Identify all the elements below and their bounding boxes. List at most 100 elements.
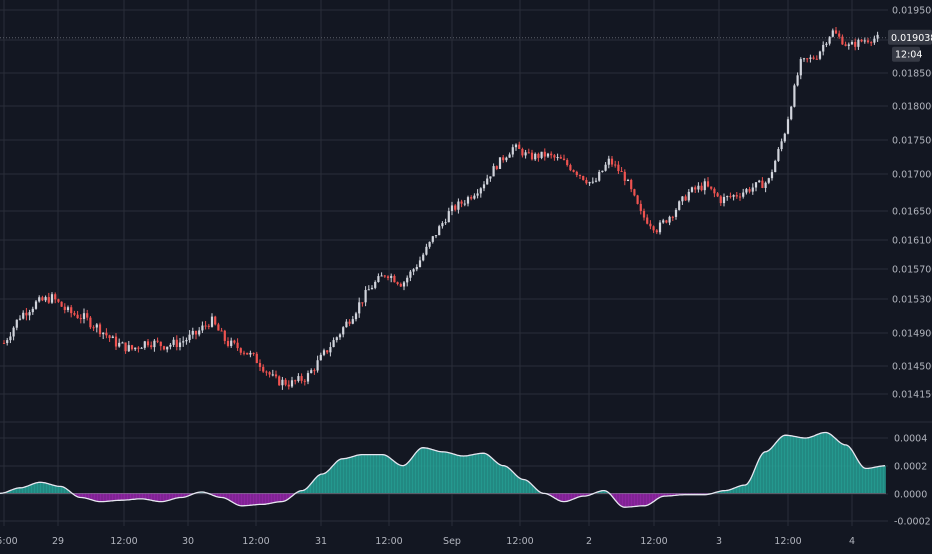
candle-body [377, 276, 380, 282]
candle-body [658, 222, 662, 233]
candle-body [460, 201, 463, 204]
candle-body [348, 321, 351, 324]
candle-body [239, 348, 242, 353]
candle-body [422, 254, 425, 261]
candle-body [617, 164, 620, 172]
candle-body [41, 297, 44, 301]
price-labels: 0.01903851 12:04 [0, 29, 932, 62]
candle-body [444, 222, 447, 224]
candle-body [825, 43, 828, 45]
candle-body [566, 160, 569, 166]
candle-body [361, 302, 364, 304]
oscillator-pane [0, 431, 886, 508]
candle-body [57, 299, 60, 302]
candle-body [514, 144, 518, 148]
candle-body [300, 376, 303, 381]
candle-body [559, 157, 562, 159]
candle-body [681, 196, 684, 202]
x-tick-label: 15:00 [0, 536, 18, 547]
candle-body [447, 211, 450, 223]
candle-body [188, 334, 191, 341]
price-tick-label: 0.01850000 [892, 69, 932, 80]
candle-body [854, 42, 857, 47]
candle-body [185, 340, 188, 342]
candle-body [143, 341, 146, 348]
candle-body [370, 287, 374, 290]
candle-body [364, 289, 367, 303]
candle-body [668, 216, 671, 223]
candle-body [722, 196, 726, 204]
candle-body [9, 336, 12, 341]
candle-body [614, 164, 617, 166]
candle-body [217, 324, 220, 331]
candle-body [806, 58, 809, 60]
candle-body [38, 297, 41, 302]
candle-body [527, 152, 530, 154]
candle-body [390, 275, 393, 278]
candle-body [876, 34, 879, 39]
price-tick-label: 0.01800000 [892, 102, 932, 113]
candle-body [121, 342, 124, 344]
osc-tick-label: -0.0002 [894, 517, 931, 528]
candle-body [729, 196, 732, 198]
candle-body [470, 197, 473, 199]
candle-body [249, 352, 252, 355]
candle-body [204, 325, 207, 327]
candle-body [201, 325, 204, 331]
candle-body [322, 350, 326, 355]
candle-body [713, 188, 716, 194]
candle-body [786, 119, 790, 134]
candle-body [518, 144, 521, 149]
candle-body [815, 58, 818, 60]
x-tick-label: 29 [52, 536, 64, 547]
candle-body [210, 316, 214, 327]
candle-body [793, 85, 796, 107]
candle-body [140, 347, 143, 349]
candle-body [233, 340, 236, 343]
candle-body [505, 157, 508, 161]
candle-body [588, 182, 591, 184]
candle-body [102, 332, 105, 335]
countdown-label: 12:04 [895, 50, 922, 61]
candle-body [556, 157, 559, 159]
candle-body [294, 380, 297, 382]
candle-body [495, 166, 498, 169]
x-tick-label: 3 [716, 536, 722, 547]
candle-body [767, 178, 770, 183]
candle-body [642, 210, 646, 218]
candle-body [386, 276, 390, 278]
candle-body [354, 313, 358, 320]
candle-body [498, 157, 502, 169]
candle-body [796, 75, 799, 86]
candle-body [402, 282, 406, 287]
candle-body [809, 57, 812, 59]
candle-body [473, 195, 476, 199]
candle-body [646, 217, 649, 224]
candle-body [418, 260, 422, 267]
candle-body [15, 319, 18, 328]
candle-body [313, 370, 316, 372]
candle-body [22, 312, 25, 319]
osc-line [0, 431, 886, 508]
candle-body [380, 275, 383, 277]
candle-body [598, 172, 601, 181]
candle-body [63, 306, 66, 311]
candle-body [281, 379, 284, 386]
candle-body [220, 330, 223, 332]
candle-body [310, 370, 313, 374]
candle-body [450, 205, 454, 212]
candle-body [706, 181, 710, 187]
candle-body [783, 133, 786, 142]
candle-body [457, 201, 460, 210]
candle-body [31, 308, 34, 313]
candle-body [710, 186, 713, 189]
candle-body [604, 164, 607, 171]
candle-body [521, 148, 524, 156]
candle-body [150, 345, 153, 348]
x-tick-label: 12:00 [640, 536, 667, 547]
last-price-tag [888, 29, 932, 45]
price-tick-label: 0.01490000 [892, 329, 932, 340]
candle-body [626, 179, 630, 181]
candle-body [329, 347, 332, 353]
